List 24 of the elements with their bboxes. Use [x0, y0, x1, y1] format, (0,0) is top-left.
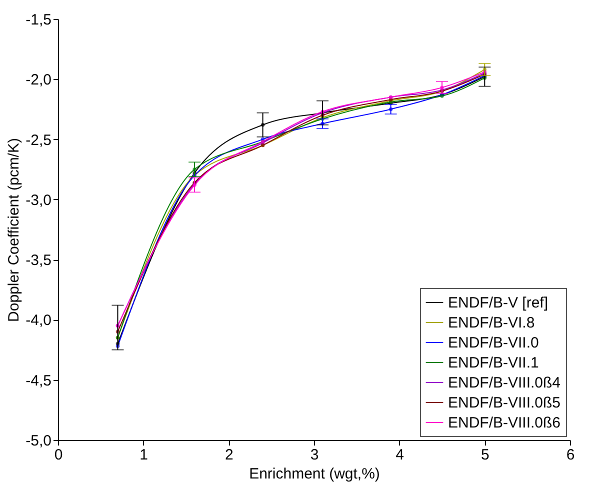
legend-label: ENDF/B-VIII.0ß6: [448, 414, 561, 432]
y-tick-label: -2,5: [26, 132, 52, 149]
y-tick-label: -5,0: [26, 432, 52, 450]
legend-label: ENDF/B-VI.8: [448, 314, 535, 332]
x-tick-label: 1: [140, 446, 148, 464]
legend-label: ENDF/B-VII.0: [448, 334, 539, 352]
x-tick-label: 4: [396, 446, 404, 464]
x-tick-label: 2: [224, 446, 234, 464]
y-tick-label: -4,5: [26, 372, 52, 390]
y-tick-label: -3,0: [26, 192, 52, 209]
x-tick-label: 5: [480, 446, 490, 464]
x-tick-label: 6: [566, 446, 575, 464]
y-tick-label: -2,0: [26, 72, 52, 89]
x-tick-label: 0: [54, 446, 63, 464]
legend-label: ENDF/B-V [ref]: [448, 294, 548, 312]
y-tick-label: -4,0: [26, 312, 52, 330]
x-axis-title: Enrichment (wgt,%): [249, 466, 380, 482]
y-axis-title: Doppler Coefficient (pcm/K): [6, 138, 23, 322]
legend-label: ENDF/B-VII.1: [448, 354, 539, 372]
y-tick-label: -3,5: [26, 252, 52, 270]
legend-label: ENDF/B-VIII.0ß5: [448, 394, 561, 412]
y-tick-label: -1,5: [26, 12, 52, 28]
legend-label: ENDF/B-VIII.0ß4: [448, 374, 561, 392]
x-tick-label: 3: [310, 446, 319, 464]
